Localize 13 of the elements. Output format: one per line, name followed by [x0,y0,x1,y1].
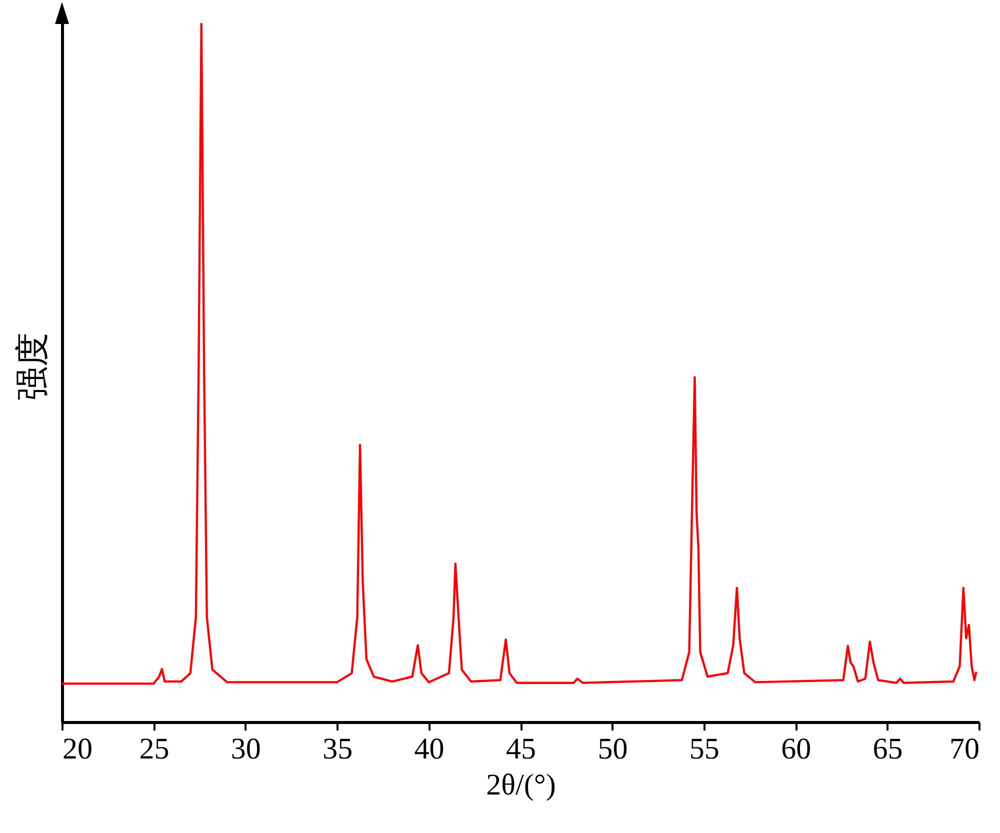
y-axis-title: 强度 [14,332,52,400]
x-axis-title: 2θ/(°) [486,768,556,802]
x-tick-label: 35 [322,732,353,766]
x-tick-label: 55 [689,732,720,766]
x-tick-label: 20 [62,732,92,766]
x-tick-label: 25 [139,732,170,766]
x-tick-label: 30 [230,732,261,766]
x-tick-label: 45 [506,732,536,766]
x-tick-label: 40 [414,732,444,766]
x-tick-label: 70 [950,732,980,766]
x-tick-label: 50 [598,732,628,766]
x-tick-label: 65 [872,732,903,766]
x-tick-label: 60 [781,732,812,766]
